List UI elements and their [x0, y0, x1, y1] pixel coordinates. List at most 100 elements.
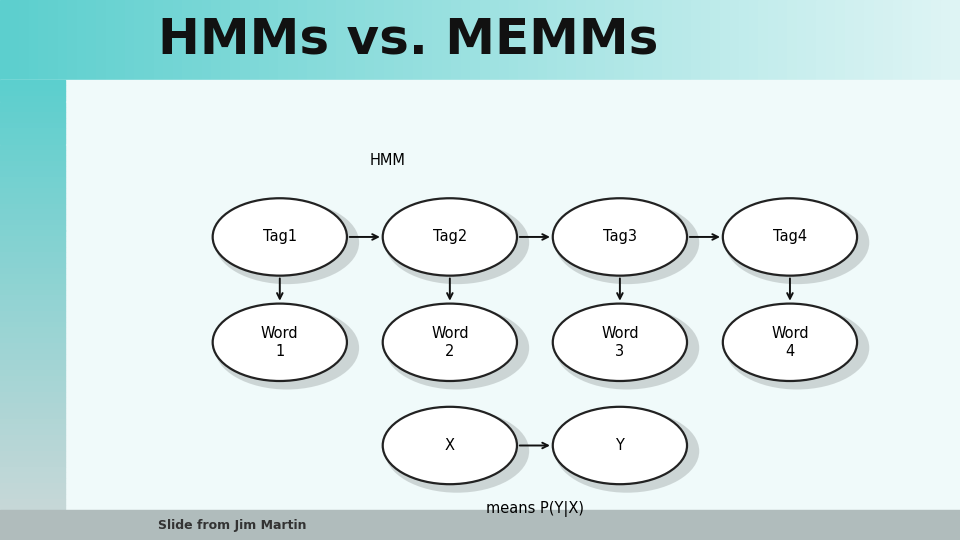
Bar — [0, 252, 65, 258]
Bar — [163, 0, 173, 80]
Bar — [0, 80, 65, 85]
Bar — [922, 0, 931, 80]
Bar — [29, 0, 38, 80]
Text: Slide from Jim Martin: Slide from Jim Martin — [158, 518, 306, 531]
Bar — [0, 263, 65, 268]
Bar — [0, 440, 65, 445]
Bar — [0, 467, 65, 472]
Bar — [768, 0, 778, 80]
Bar — [0, 370, 65, 376]
Ellipse shape — [553, 407, 687, 484]
Bar — [0, 333, 65, 338]
Ellipse shape — [385, 409, 529, 492]
Bar — [38, 0, 48, 80]
Bar — [0, 273, 65, 279]
Bar — [0, 193, 65, 198]
Bar — [365, 0, 374, 80]
Ellipse shape — [385, 306, 529, 389]
Bar — [0, 392, 65, 397]
Bar — [845, 0, 854, 80]
Text: Word
1: Word 1 — [261, 326, 299, 359]
Bar — [384, 0, 394, 80]
Bar — [0, 102, 65, 107]
Bar — [0, 446, 65, 451]
Bar — [0, 306, 65, 311]
Bar — [0, 160, 65, 166]
Bar — [0, 171, 65, 177]
Ellipse shape — [213, 303, 347, 381]
Bar — [586, 0, 595, 80]
Bar — [0, 214, 65, 220]
Bar — [710, 0, 720, 80]
Bar — [298, 0, 307, 80]
Bar — [0, 381, 65, 387]
Bar — [0, 187, 65, 193]
Bar — [422, 0, 432, 80]
Bar — [0, 338, 65, 343]
Bar — [566, 0, 576, 80]
Bar — [374, 0, 384, 80]
Bar — [0, 177, 65, 182]
Bar — [0, 129, 65, 134]
Bar — [19, 0, 29, 80]
Text: Word
4: Word 4 — [771, 326, 808, 359]
Bar — [0, 139, 65, 145]
Bar — [0, 483, 65, 489]
Bar — [720, 0, 730, 80]
Bar — [0, 408, 65, 413]
Bar — [336, 0, 346, 80]
Bar — [0, 418, 65, 424]
Bar — [0, 123, 65, 129]
Bar — [701, 0, 710, 80]
Bar — [0, 134, 65, 139]
Bar — [0, 456, 65, 462]
Ellipse shape — [725, 201, 869, 284]
Bar — [797, 0, 806, 80]
Bar — [0, 494, 65, 500]
Bar — [0, 489, 65, 494]
Bar — [125, 0, 134, 80]
Ellipse shape — [215, 201, 359, 284]
Bar — [0, 112, 65, 118]
Bar — [0, 0, 10, 80]
Bar — [672, 0, 682, 80]
Bar — [893, 0, 902, 80]
Bar — [173, 0, 182, 80]
Bar — [0, 451, 65, 456]
Bar — [0, 327, 65, 333]
Bar — [0, 204, 65, 209]
Bar — [442, 0, 451, 80]
Bar — [413, 0, 422, 80]
Bar — [0, 510, 960, 540]
Bar — [605, 0, 614, 80]
Bar — [730, 0, 739, 80]
Bar — [0, 241, 65, 247]
Bar — [0, 268, 65, 273]
Bar — [557, 0, 566, 80]
Text: Tag3: Tag3 — [603, 230, 636, 245]
Bar — [58, 0, 67, 80]
Bar — [499, 0, 509, 80]
Ellipse shape — [553, 303, 687, 381]
Bar — [0, 424, 65, 429]
Bar — [826, 0, 835, 80]
Bar — [240, 0, 250, 80]
Bar — [0, 322, 65, 327]
Bar — [432, 0, 442, 80]
Bar — [0, 376, 65, 381]
Bar — [0, 397, 65, 402]
Bar — [816, 0, 826, 80]
Bar — [941, 0, 950, 80]
Bar — [480, 0, 490, 80]
Bar — [230, 0, 240, 80]
Bar — [470, 0, 480, 80]
Bar — [0, 258, 65, 263]
Bar — [662, 0, 672, 80]
Bar — [0, 349, 65, 354]
Text: Tag4: Tag4 — [773, 230, 807, 245]
Bar — [0, 225, 65, 231]
Bar — [0, 80, 960, 510]
Ellipse shape — [383, 303, 517, 381]
Bar — [0, 107, 65, 112]
Ellipse shape — [555, 306, 699, 389]
